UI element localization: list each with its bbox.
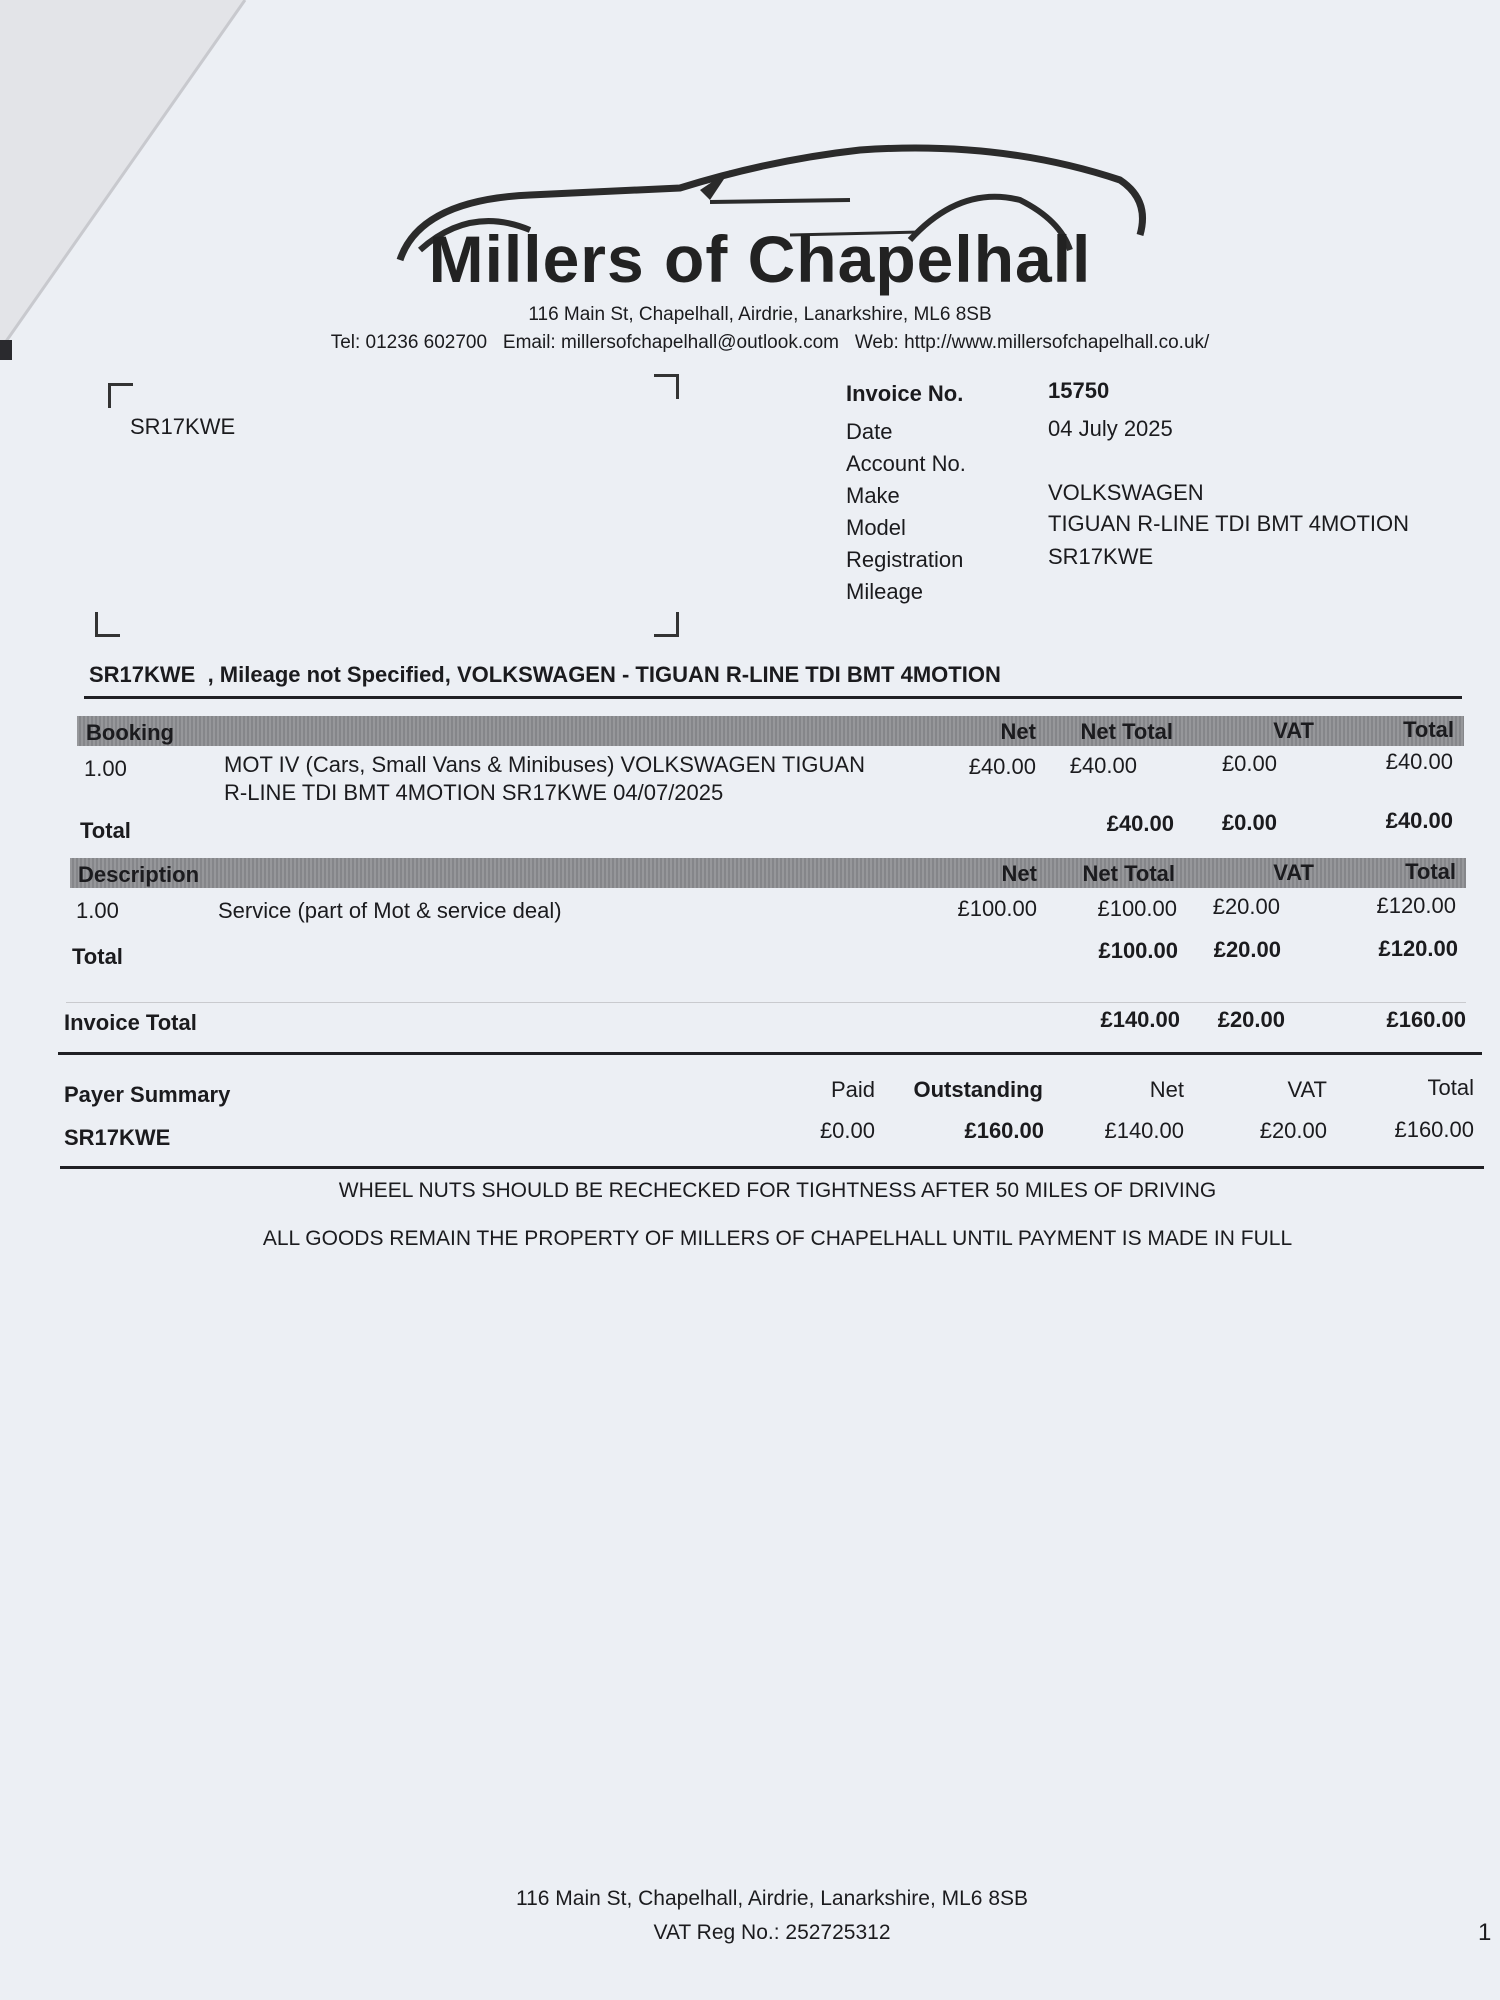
invoice-total-label: Invoice Total bbox=[64, 1010, 197, 1035]
detail-label: Invoice No. bbox=[846, 381, 964, 406]
detail-label: Date bbox=[846, 419, 893, 444]
description-header-band bbox=[70, 858, 1466, 888]
total-label: Total bbox=[72, 944, 123, 969]
col-header-outstanding: Outstanding bbox=[913, 1077, 1043, 1102]
col-header-net-total: Net Total bbox=[1082, 861, 1175, 886]
invoice-number: 15750 bbox=[1048, 378, 1110, 403]
net-amount: £140.00 bbox=[1104, 1118, 1184, 1143]
net-total: £100.00 bbox=[1097, 896, 1177, 921]
faint-divider bbox=[66, 1002, 1466, 1003]
vat-amount: £20.00 bbox=[1259, 1118, 1327, 1143]
col-header-vat: VAT bbox=[1287, 1077, 1327, 1102]
footer-vat-reg: VAT Reg No.: 252725312 bbox=[653, 1921, 891, 1944]
col-header-paid: Paid bbox=[830, 1077, 875, 1102]
col-header-vat: VAT bbox=[1273, 718, 1314, 743]
bracket-bottom-left bbox=[95, 612, 120, 637]
total: £120.00 bbox=[1378, 936, 1458, 961]
net-total: £40.00 bbox=[1069, 753, 1137, 778]
col-header-description: Description bbox=[78, 862, 200, 887]
col-header-net: Net bbox=[1001, 861, 1037, 886]
description: Service (part of Mot & service deal) bbox=[218, 898, 562, 923]
qty: 1.00 bbox=[76, 898, 119, 923]
net: £100.00 bbox=[957, 896, 1037, 921]
divider bbox=[60, 1166, 1484, 1169]
car-silhouette-logo bbox=[396, 144, 1146, 262]
col-header-booking: Booking bbox=[86, 720, 174, 745]
total: £120.00 bbox=[1376, 893, 1456, 918]
vat: £20.00 bbox=[1213, 937, 1281, 962]
payer-name: SR17KWE bbox=[64, 1125, 171, 1150]
page-number: 1 bbox=[1478, 1919, 1492, 1946]
vat: £20.00 bbox=[1212, 894, 1280, 919]
company-logo-text: Millers of Chapelhall bbox=[428, 222, 1092, 296]
bracket-bottom-right bbox=[654, 612, 679, 637]
col-header-total: Total bbox=[1403, 717, 1454, 742]
invoice-date: 04 July 2025 bbox=[1048, 416, 1173, 441]
curled-page-corner bbox=[0, 0, 247, 360]
col-header-total: Total bbox=[1405, 859, 1456, 884]
col-header-net-total: Net Total bbox=[1080, 719, 1173, 744]
col-header-vat: VAT bbox=[1273, 860, 1314, 885]
note-wheel-nuts: WHEEL NUTS SHOULD BE RECHECKED FOR TIGHT… bbox=[338, 1179, 1217, 1202]
col-header-total: Total bbox=[1427, 1075, 1474, 1100]
description-line-2: R-LINE TDI BMT 4MOTION SR17KWE 04/07/202… bbox=[224, 780, 724, 805]
detail-label: Account No. bbox=[846, 451, 966, 476]
invoice-vat: £20.00 bbox=[1217, 1007, 1285, 1032]
qty: 1.00 bbox=[84, 756, 127, 781]
bracket-top-right bbox=[654, 374, 679, 399]
col-header-net: Net bbox=[1000, 719, 1036, 744]
detail-label: Model bbox=[846, 515, 906, 540]
total-amount: £160.00 bbox=[1394, 1117, 1474, 1142]
recipient-name: SR17KWE bbox=[130, 414, 236, 439]
divider bbox=[84, 696, 1462, 699]
paid-amount: £0.00 bbox=[819, 1118, 875, 1143]
detail-label: Mileage bbox=[846, 579, 924, 604]
outstanding-amount: £160.00 bbox=[964, 1118, 1044, 1143]
bracket-top-left bbox=[108, 383, 133, 408]
footer-address: 116 Main St, Chapelhall, Airdrie, Lanark… bbox=[515, 1887, 1029, 1910]
booking-header-band bbox=[77, 716, 1464, 746]
total: £40.00 bbox=[1385, 749, 1453, 774]
total-label: Total bbox=[80, 818, 131, 843]
detail-label: Registration bbox=[846, 547, 964, 572]
vehicle-make: VOLKSWAGEN bbox=[1048, 480, 1204, 505]
net: £40.00 bbox=[968, 754, 1036, 779]
vehicle-model: TIGUAN R-LINE TDI BMT 4MOTION bbox=[1048, 511, 1409, 536]
company-address: 116 Main St, Chapelhall, Airdrie, Lanark… bbox=[528, 304, 992, 325]
vat: £0.00 bbox=[1221, 810, 1277, 835]
company-contact: Tel: 01236 602700 Email: millersofchapel… bbox=[330, 332, 1210, 353]
vat: £0.00 bbox=[1221, 751, 1277, 776]
note-property: ALL GOODS REMAIN THE PROPERTY OF MILLERS… bbox=[262, 1227, 1293, 1250]
vehicle-summary: SR17KWE , Mileage not Specified, VOLKSWA… bbox=[89, 662, 1001, 687]
payer-summary-title: Payer Summary bbox=[64, 1082, 231, 1107]
divider bbox=[58, 1052, 1482, 1055]
net-total: £100.00 bbox=[1098, 938, 1178, 963]
col-header-net: Net bbox=[1149, 1077, 1184, 1102]
invoice-grand-total: £160.00 bbox=[1386, 1007, 1466, 1032]
vehicle-registration: SR17KWE bbox=[1048, 544, 1154, 569]
net-total: £40.00 bbox=[1106, 811, 1174, 836]
total: £40.00 bbox=[1385, 808, 1453, 833]
description: MOT IV (Cars, Small Vans & Minibuses) VO… bbox=[224, 752, 865, 777]
detail-label: Make bbox=[846, 483, 900, 508]
invoice-net-total: £140.00 bbox=[1100, 1007, 1180, 1032]
